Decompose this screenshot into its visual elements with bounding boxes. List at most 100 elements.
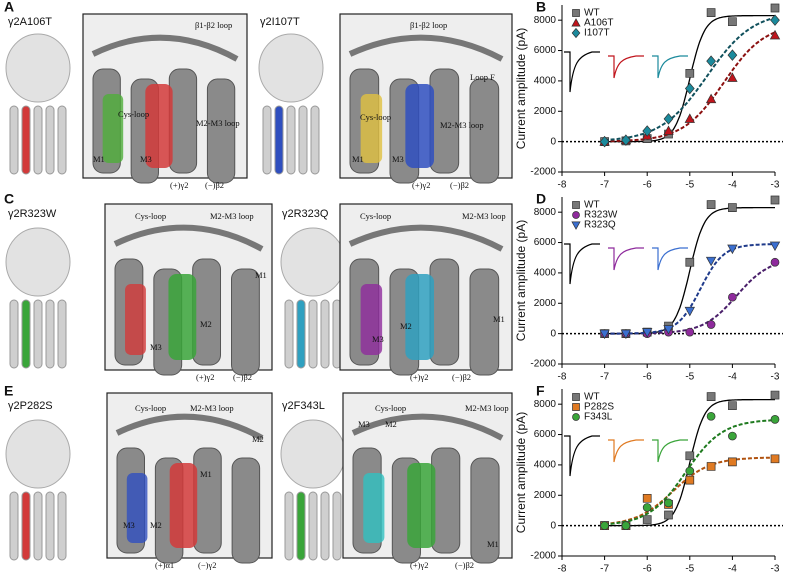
data-point <box>664 510 673 520</box>
structure-label: M2 <box>150 520 162 530</box>
data-point <box>770 390 780 400</box>
structure-label: (+)γ2 <box>410 560 428 570</box>
fit-curve <box>604 263 776 335</box>
data-point <box>685 451 695 461</box>
data-point <box>727 72 738 82</box>
legend-label: WT <box>584 200 600 211</box>
x-tick-label: -7 <box>600 372 609 383</box>
data-point <box>705 93 717 104</box>
data-point <box>685 466 695 476</box>
current-trace <box>608 55 644 79</box>
structure-title: γ2A106T <box>8 16 52 28</box>
x-tick-label: -7 <box>600 564 609 575</box>
helix <box>206 78 236 184</box>
structure-label: (+)γ2 <box>196 372 214 382</box>
loop <box>91 34 239 62</box>
data-point <box>705 256 717 267</box>
data-point <box>706 8 716 17</box>
structure-label: (−)β2 <box>452 372 471 382</box>
icon-helix <box>33 105 43 175</box>
x-tick-label: -3 <box>771 372 780 383</box>
structure-label: (−)β2 <box>205 180 224 190</box>
icon-helix <box>9 491 19 561</box>
data-point <box>728 292 737 302</box>
fit-curve <box>604 243 775 335</box>
panel-label: D <box>536 191 546 207</box>
helix <box>231 268 260 376</box>
structure-label: M3 <box>372 334 384 344</box>
icon-helix <box>33 491 43 561</box>
receptor-icon <box>280 419 346 561</box>
icon-helix <box>296 491 306 561</box>
current-trace <box>608 247 644 271</box>
x-tick-label: -5 <box>685 564 694 575</box>
data-point <box>706 392 716 401</box>
structure-label: M2 <box>385 419 397 429</box>
icon-ecd <box>258 33 324 103</box>
receptor-icon <box>280 227 346 369</box>
structure-label: M1 <box>200 469 212 479</box>
structure-label: M2-M3 loop <box>196 118 240 128</box>
icon-helix <box>296 299 306 369</box>
mutation-helix <box>125 284 146 355</box>
data-point <box>770 415 780 424</box>
data-point <box>599 329 610 340</box>
mutation-helix <box>363 473 385 543</box>
data-point <box>621 134 631 146</box>
receptor-icon <box>5 33 71 175</box>
icon-helix <box>33 299 43 369</box>
icon-ecd <box>5 419 71 489</box>
structure-label: (+)α1 <box>155 560 174 570</box>
mutation-helix <box>407 463 436 548</box>
current-trace <box>564 243 600 285</box>
helix <box>193 447 222 554</box>
data-point <box>684 306 695 317</box>
data-point <box>728 17 737 27</box>
x-tick-label: -4 <box>728 564 737 575</box>
y-tick-label: 4000 <box>534 460 557 471</box>
mutation-helix <box>405 274 435 360</box>
structure-label: (+)γ2 <box>170 180 188 190</box>
mutation-helix <box>169 463 198 548</box>
y-tick-label: 8000 <box>534 399 557 410</box>
mutation-helix <box>145 84 173 168</box>
fit-curve <box>604 16 776 142</box>
data-point <box>728 457 737 467</box>
panel-label: B <box>536 0 546 15</box>
structure-label: (+)γ2 <box>412 180 430 190</box>
icon-ecd <box>280 227 346 297</box>
data-point <box>727 244 738 255</box>
icon-helix <box>332 491 342 561</box>
y-tick-label: 4000 <box>534 268 557 279</box>
data-point <box>770 454 780 464</box>
icon-helix <box>286 105 296 175</box>
y-tick-label: 2000 <box>534 490 557 501</box>
structure-label: M2-M3 loop <box>462 211 506 221</box>
mutation-helix <box>405 84 435 168</box>
y-tick-label: -2000 <box>530 359 556 370</box>
x-tick-label: -3 <box>771 180 780 191</box>
data-point <box>706 200 716 209</box>
data-point <box>685 475 695 485</box>
data-point <box>728 431 737 441</box>
x-tick-label: -5 <box>685 372 694 383</box>
data-point <box>642 125 653 137</box>
icon-helix <box>57 491 67 561</box>
structure-label: M2-M3 loop <box>440 120 484 130</box>
panel-label: C <box>4 191 14 207</box>
helix <box>431 447 461 554</box>
current-trace <box>564 51 600 93</box>
y-axis-label: Current amplitude (pA) <box>514 412 528 533</box>
panel-label: F <box>536 383 545 399</box>
fit-curve <box>604 398 775 527</box>
structure-label: M2-M3 loop <box>210 211 254 221</box>
data-point <box>599 135 610 148</box>
x-tick-label: -6 <box>643 372 652 383</box>
x-tick-label: -3 <box>771 564 780 575</box>
y-tick-label: 6000 <box>534 45 557 56</box>
legend-label: WT <box>584 8 600 19</box>
current-trace <box>652 439 688 463</box>
current-trace <box>652 247 688 271</box>
icon-helix <box>45 105 55 175</box>
helix <box>469 268 500 376</box>
